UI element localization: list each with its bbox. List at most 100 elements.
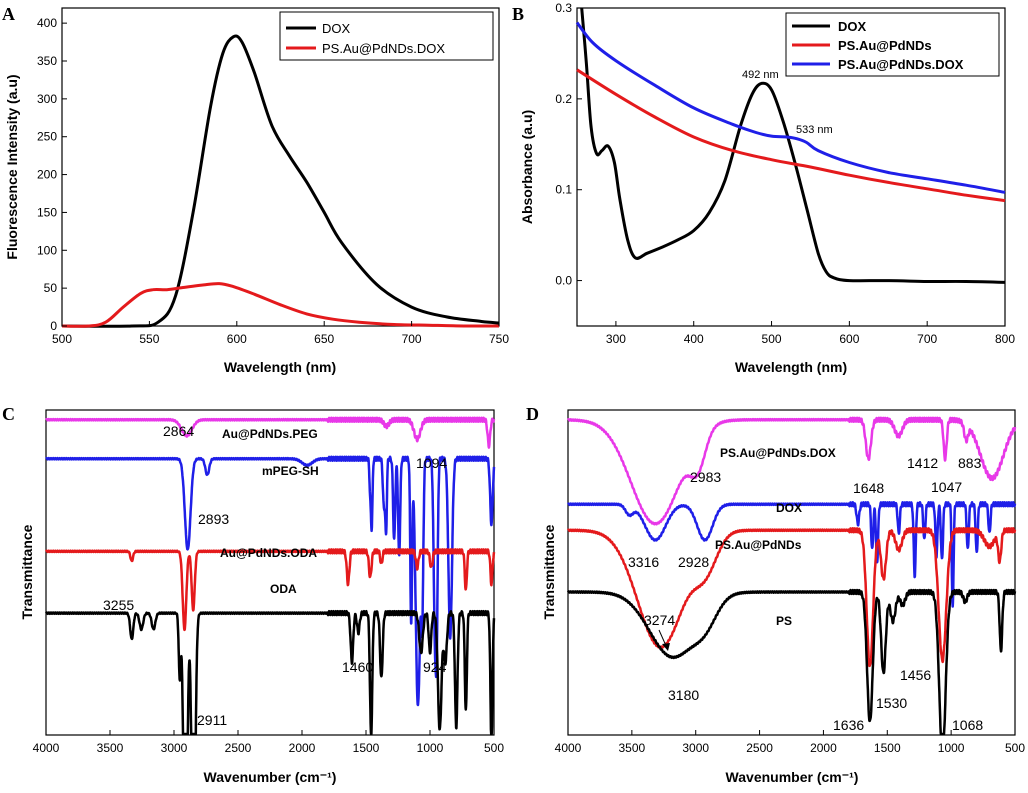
plot-frame-d	[567, 409, 1016, 736]
y-axis-label-a: Fluorescence Intensity (a.u)	[4, 74, 20, 259]
peak-label-3316: 3316	[628, 554, 659, 570]
y-tick-label-b-3: 0.3	[555, 1, 572, 15]
series-line-d-dox	[567, 501, 1017, 608]
y-tick-label-b-0: 0.0	[555, 274, 572, 288]
peak-label-2893: 2893	[198, 511, 229, 527]
peak-label-1530: 1530	[876, 695, 907, 711]
x-tick-label-b-700: 700	[917, 332, 937, 346]
annotation-492-nm: 492 nm	[742, 69, 779, 81]
x-tick-label-c-3000: 3000	[161, 741, 188, 755]
peak-label-1068: 1068	[952, 717, 983, 733]
curve-label-d-ps-au-pdnds-dox: PS.Au@PdNDs.DOX	[720, 446, 836, 460]
curve-label-au-pdnds-oda: Au@PdNDs.ODA	[220, 546, 317, 560]
series-line-d-ps-au-pdnds-dox	[566, 416, 1017, 526]
panel-label-a: A	[2, 4, 15, 24]
series-line-d-ps-au-pdnds	[566, 527, 1017, 668]
y-tick-label-a-8: 400	[37, 16, 57, 30]
peak-label-1460: 1460	[342, 659, 373, 675]
peak-label-1456: 1456	[900, 667, 931, 683]
y-tick-label-a-0: 0	[50, 319, 57, 333]
series-line-a-dox	[61, 34, 500, 328]
series-line-a-ps-au-pdnds-dox	[61, 282, 500, 328]
plot-frame-b	[576, 7, 1006, 327]
x-tick-label-c-4000: 4000	[33, 741, 60, 755]
curve-label-mpeg-sh: mPEG-SH	[262, 464, 319, 478]
peak-label-1047: 1047	[931, 479, 962, 495]
curve-label-d-ps: PS	[776, 614, 792, 628]
peak-label-3274: 3274	[644, 612, 675, 628]
x-tick-label-d-3000: 3000	[682, 741, 709, 755]
x-tick-label-d-500: 500	[1005, 741, 1025, 755]
y-tick-label-b-1: 0.1	[555, 183, 572, 197]
x-tick-label-d-4000: 4000	[555, 741, 582, 755]
series-line-c-au-pdnds-oda	[44, 548, 496, 632]
peak-label-1636: 1636	[833, 717, 864, 733]
curve-label-d-ps-au-pdnds: PS.Au@PdNDs	[715, 538, 802, 552]
y-axis-label-b: Absorbance (a.u)	[519, 110, 535, 224]
peak-label-924: 924	[423, 659, 447, 675]
y-tick-label-a-2: 100	[37, 243, 57, 257]
x-tick-label-b-300: 300	[606, 332, 626, 346]
y-tick-label-a-6: 300	[37, 92, 57, 106]
panel-b: B 300 400 500 600 700 800 0.0 0.1 0.2 0.3 Wavele…	[512, 1, 1015, 375]
x-tick-label-a-600: 600	[227, 332, 247, 346]
series-line-b-ps-au-pdnds-dox	[575, 21, 1006, 194]
series-line-b-ps-au-pdnds	[576, 68, 1006, 203]
curve-label-oda: ODA	[270, 582, 297, 596]
x-tick-label-d-3500: 3500	[619, 741, 646, 755]
y-tick-label-a-7: 350	[37, 54, 57, 68]
x-tick-labels-b: 300 400 500 600 700 800	[606, 321, 1015, 346]
peak-label-2911: 2911	[197, 712, 227, 728]
x-tick-label-a-750: 750	[489, 332, 509, 346]
x-tick-label-a-650: 650	[314, 332, 334, 346]
x-tick-label-d-1000: 1000	[938, 741, 965, 755]
peak-label-2864: 2864	[163, 423, 194, 439]
x-tick-label-d-2500: 2500	[746, 741, 773, 755]
plot-frame-a	[61, 7, 500, 327]
series-line-c-au-pdnds-peg	[45, 416, 496, 449]
x-axis-label-c: Wavenumber (cm⁻¹)	[204, 769, 337, 785]
peak-label-2928: 2928	[678, 554, 709, 570]
x-tick-label-c-3500: 3500	[97, 741, 124, 755]
legend-label-dox: DOX	[322, 21, 351, 36]
panel-d: D 4000 3500 3000 2500 2000 1500 1000 500 Wavenu…	[526, 404, 1025, 785]
series-line-b-dox	[580, 7, 1006, 284]
x-axis-label-b: Wavelength (nm)	[735, 359, 847, 375]
legend-label-ps-au-pdnds-dox: PS.Au@PdNDs.DOX	[322, 41, 445, 56]
x-tick-label-b-400: 400	[684, 332, 704, 346]
peak-label-3255: 3255	[103, 597, 134, 613]
series-line-c-oda	[45, 609, 496, 736]
panel-a: A 500 550 600 650 700 750 0 50 100 150 200 250 300 3…	[2, 4, 509, 375]
peak-label-1648: 1648	[853, 480, 884, 496]
x-tick-labels-a: 500 550 600 650 700 750	[52, 321, 509, 346]
series-layer-a	[61, 34, 500, 328]
x-axis-label-d: Wavenumber (cm⁻¹)	[726, 769, 859, 785]
series-line-c-mpeg-sh	[45, 455, 496, 707]
panel-label-d: D	[526, 404, 539, 424]
x-tick-label-c-1500: 1500	[353, 741, 380, 755]
x-tick-label-b-500: 500	[762, 332, 782, 346]
x-tick-label-b-800: 800	[995, 332, 1015, 346]
legend-b: DOX PS.Au@PdNDs PS.Au@PdNDs.DOX	[785, 12, 1000, 77]
series-layer-b	[575, 7, 1006, 284]
series-line-d-ps	[566, 588, 1017, 736]
y-tick-label-a-4: 200	[37, 168, 57, 182]
y-tick-label-a-1: 50	[44, 281, 58, 295]
panel-c: C 4000 3500 3000 2500 2000 1500 1000 500 Wavenu…	[2, 404, 504, 785]
x-tick-label-b-600: 600	[839, 332, 859, 346]
peak-label-1094: 1094	[416, 455, 447, 471]
curve-label-au-pdnds-peg: Au@PdNDs.PEG	[222, 427, 318, 441]
plot-frame-c	[45, 409, 495, 736]
x-tick-labels-c: 4000 3500 3000 2500 2000 1500 1000 500	[33, 730, 504, 755]
y-tick-label-a-5: 250	[37, 130, 57, 144]
legend-label-b-ps-au-pdnds: PS.Au@PdNDs	[838, 38, 932, 53]
annotation-533-nm: 533 nm	[796, 124, 833, 136]
panel-label-c: C	[2, 404, 15, 424]
x-tick-label-c-2500: 2500	[225, 741, 252, 755]
series-layer-d	[566, 416, 1017, 736]
x-tick-label-d-1500: 1500	[874, 741, 901, 755]
x-tick-label-a-700: 700	[402, 332, 422, 346]
x-axis-label-a: Wavelength (nm)	[224, 359, 336, 375]
series-layer-c	[44, 416, 496, 736]
